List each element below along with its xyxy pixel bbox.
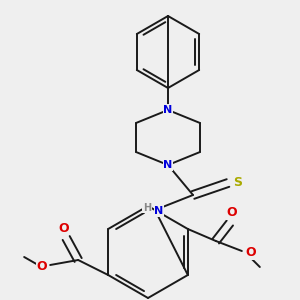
Text: N: N xyxy=(164,160,172,170)
Text: S: S xyxy=(233,176,242,190)
Text: O: O xyxy=(59,221,70,235)
Text: O: O xyxy=(245,247,256,260)
Text: O: O xyxy=(226,206,237,220)
Text: H: H xyxy=(143,203,151,213)
Text: N: N xyxy=(154,206,164,216)
Text: N: N xyxy=(164,105,172,115)
Text: O: O xyxy=(37,260,47,274)
